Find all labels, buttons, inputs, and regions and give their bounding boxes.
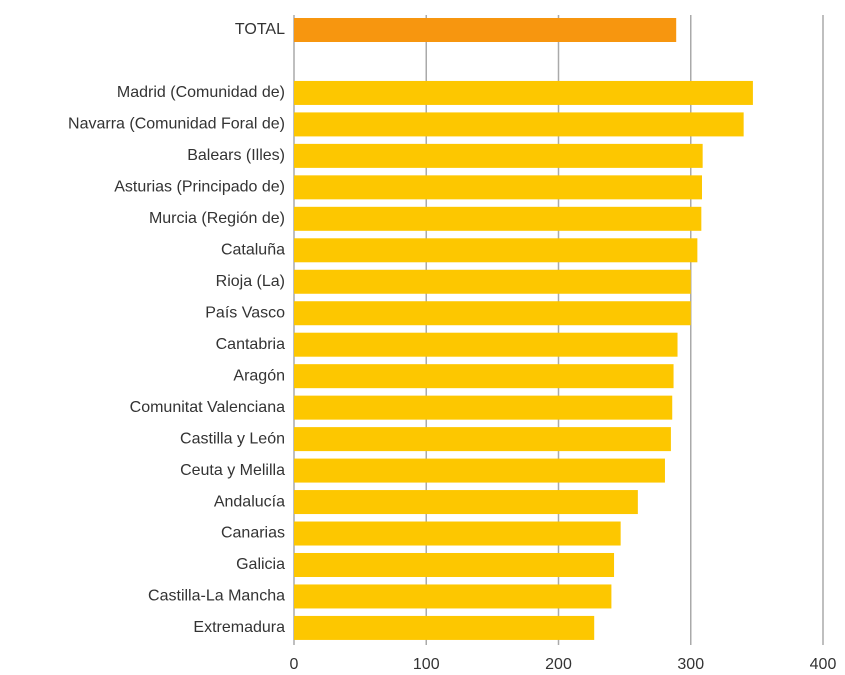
y-tick-label: Madrid (Comunidad de) — [117, 84, 285, 101]
y-tick-label: Murcia (Región de) — [149, 210, 285, 227]
bar — [294, 80, 753, 105]
y-tick-label: Cataluña — [221, 242, 285, 259]
x-tick-label: 100 — [413, 656, 440, 673]
bar — [294, 615, 595, 640]
y-tick-label: País Vasco — [205, 304, 285, 321]
bar — [294, 332, 678, 357]
y-tick-label: TOTAL — [235, 21, 285, 38]
y-tick-label: Balears (Illes) — [187, 147, 285, 164]
bar — [294, 143, 703, 168]
y-tick-label: Aragón — [233, 367, 285, 384]
x-tick-label: 400 — [810, 656, 837, 673]
bar — [294, 427, 671, 452]
y-tick-label: Comunitat Valenciana — [130, 399, 285, 416]
bar — [294, 458, 665, 483]
y-tick-label: Canarias — [221, 525, 285, 542]
bar — [294, 269, 691, 294]
y-tick-label: Andalucía — [214, 493, 285, 510]
x-tick-label: 300 — [677, 656, 704, 673]
y-tick-label: Extremadura — [193, 619, 285, 636]
y-tick-label: Castilla y León — [180, 430, 285, 447]
bar — [294, 301, 691, 326]
y-tick-label: Rioja (La) — [216, 273, 285, 290]
x-tick-label: 0 — [290, 656, 299, 673]
bar — [294, 206, 702, 231]
bar — [294, 175, 702, 200]
bar — [294, 584, 612, 609]
bar — [294, 364, 674, 389]
bar — [294, 112, 744, 137]
y-tick-label: Navarra (Comunidad Foral de) — [68, 116, 285, 133]
bar — [294, 490, 638, 515]
bar — [294, 552, 615, 577]
bar — [294, 395, 673, 420]
x-tick-label: 200 — [545, 656, 572, 673]
y-tick-label: Ceuta y Melilla — [180, 462, 285, 479]
y-tick-label: Castilla-La Mancha — [148, 588, 285, 605]
bar — [294, 18, 677, 42]
y-tick-label: Galicia — [236, 556, 285, 573]
bar — [294, 521, 621, 546]
y-tick-label: Asturias (Principado de) — [114, 179, 285, 196]
bar — [294, 238, 698, 263]
y-tick-label: Cantabria — [216, 336, 285, 353]
